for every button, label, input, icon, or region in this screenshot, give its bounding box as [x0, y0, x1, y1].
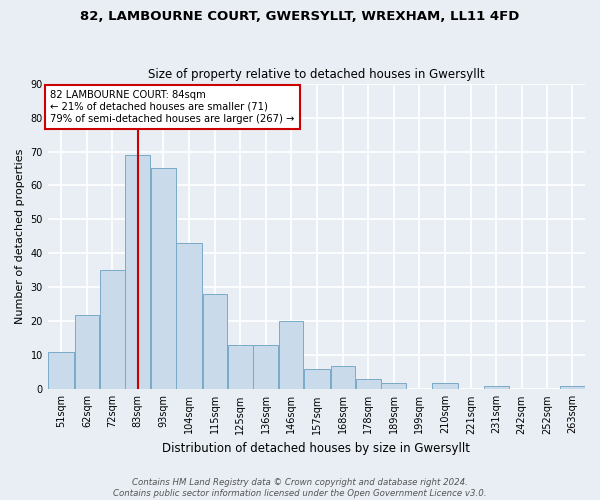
- X-axis label: Distribution of detached houses by size in Gwersyllt: Distribution of detached houses by size …: [163, 442, 470, 455]
- Bar: [228, 345, 253, 390]
- Bar: [381, 382, 406, 390]
- Bar: [560, 386, 585, 390]
- Bar: [356, 379, 381, 390]
- Bar: [100, 270, 125, 390]
- Bar: [176, 243, 202, 390]
- Bar: [203, 294, 227, 390]
- Text: 82, LAMBOURNE COURT, GWERSYLLT, WREXHAM, LL11 4FD: 82, LAMBOURNE COURT, GWERSYLLT, WREXHAM,…: [80, 10, 520, 23]
- Title: Size of property relative to detached houses in Gwersyllt: Size of property relative to detached ho…: [148, 68, 485, 81]
- Bar: [151, 168, 176, 390]
- Bar: [125, 155, 150, 390]
- Text: Contains HM Land Registry data © Crown copyright and database right 2024.
Contai: Contains HM Land Registry data © Crown c…: [113, 478, 487, 498]
- Y-axis label: Number of detached properties: Number of detached properties: [15, 148, 25, 324]
- Text: 82 LAMBOURNE COURT: 84sqm
← 21% of detached houses are smaller (71)
79% of semi-: 82 LAMBOURNE COURT: 84sqm ← 21% of detac…: [50, 90, 295, 124]
- Bar: [74, 314, 100, 390]
- Bar: [253, 345, 278, 390]
- Bar: [278, 322, 304, 390]
- Bar: [304, 369, 330, 390]
- Bar: [484, 386, 509, 390]
- Bar: [432, 382, 458, 390]
- Bar: [331, 366, 355, 390]
- Bar: [48, 352, 74, 390]
